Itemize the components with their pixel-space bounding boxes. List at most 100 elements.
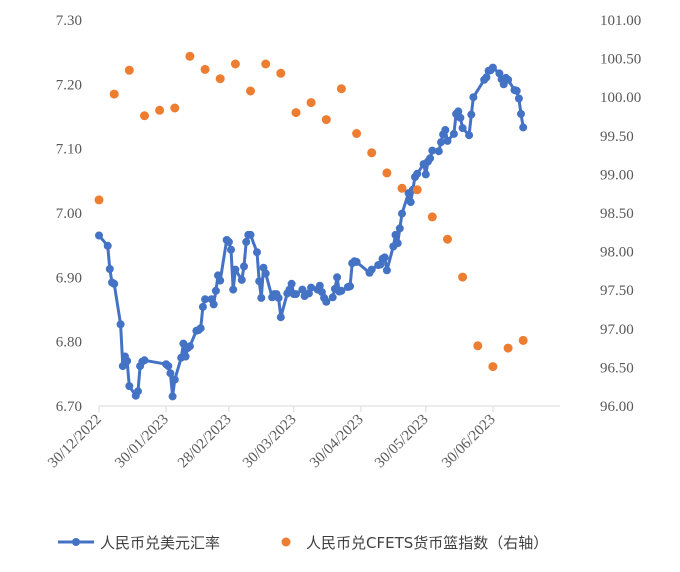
usd-rate-point [253,248,261,257]
x-tick-label: 30/01/2023 [112,412,172,472]
cfets-index-point [200,64,210,74]
y-right-tick-label: 100.00 [600,90,641,106]
usd-rate-point [292,290,300,299]
usd-rate-point [185,342,194,351]
cfets-index-point [382,168,392,178]
x-tick-label: 30/06/2023 [439,412,499,472]
cfets-index-point [246,86,255,96]
usd-rate-point [406,198,415,207]
legend-usd-marker-swatch [72,538,80,546]
x-tick-label: 28/02/2023 [175,412,235,472]
y-left-tick-label: 7.00 [56,206,82,222]
usd-rate-point [164,362,173,371]
usd-rate-point [103,241,112,250]
usd-rate-point [337,286,346,295]
usd-rate-point [382,266,391,275]
cfets-index-point [291,108,301,118]
legend-cfets-label: 人民币兑CFETS货币篮指数（右轴） [306,534,548,552]
usd-rate-point [380,253,389,262]
usd-rate-point [395,224,404,233]
cfets-index-point [261,59,271,69]
usd-rate-point [469,93,478,102]
cfets-index-point [503,343,513,353]
cfets-index-point [336,84,346,94]
usd-rate-point [201,295,210,304]
y-right-tick-label: 101.00 [600,13,641,29]
usd-rate-point [276,313,285,322]
usd-rate-point [391,230,400,239]
usd-rate-point [123,357,132,365]
usd-rate-point [240,262,248,271]
x-tick-label: 30/12/2022 [45,412,105,472]
y-right-tick-label: 98.50 [600,206,634,222]
y-left-tick-label: 7.30 [56,13,82,29]
y-left-tick-label: 6.70 [56,399,82,415]
usd-rate-point [426,154,435,163]
cfets-index-point [427,212,437,222]
y-left-tick-label: 6.80 [56,335,82,351]
cfets-index-point [412,185,422,195]
usd-rate-point [352,257,361,266]
y-right-tick-label: 100.50 [600,52,641,68]
usd-rate-point [346,282,355,291]
legend-usd-label: 人民币兑美元汇率 [100,534,220,552]
usd-rate-point [517,109,525,118]
usd-rate-point [231,265,240,274]
usd-rate-point [519,123,528,132]
usd-rate-point [274,293,283,302]
usd-rate-point [224,237,233,246]
y-right-tick-label: 98.00 [600,245,634,261]
y-right-tick-label: 99.50 [600,129,634,145]
cfets-index-point [94,195,104,205]
usd-rate-point [465,131,474,140]
usd-rate-point [105,265,114,273]
usd-rate-point [246,230,255,239]
usd-rate-point [229,285,238,294]
usd-rate-point [216,276,225,285]
cfets-index-point [230,59,240,69]
usd-rate-point [307,283,316,292]
cfets-index-point [473,341,483,351]
cfets-index-point [321,115,331,125]
usd-rate-point [428,146,437,155]
usd-rate-point [458,124,467,133]
usd-rate-point [166,369,175,378]
cfets-index-series [94,51,528,372]
usd-rate-point [298,285,307,294]
x-tick-label: 30/05/2023 [372,412,432,472]
y-right-tick-label: 96.50 [600,360,634,376]
usd-rate-point [198,302,207,311]
cfets-index-point [276,68,286,78]
cfets-index-point [170,103,180,113]
usd-rate-point [242,237,251,246]
cfets-index-point [140,111,149,121]
y-right-tick-label: 99.00 [600,167,634,183]
usd-rate-point [514,94,523,103]
cfets-index-point [443,234,452,244]
y-left-tick-label: 6.90 [56,270,82,286]
usd-rate-point [261,269,270,278]
cfets-index-point [306,98,316,108]
cfets-index-point [185,51,195,61]
usd-rate-point [125,382,134,391]
usd-rate-point [488,63,497,72]
usd-rate-point [315,281,324,290]
cfets-index-point [215,74,225,84]
usd-rate-point [181,352,190,361]
usd-rate-point [367,265,376,274]
usd-rate-point [328,293,337,302]
usd-rate-point [255,277,264,286]
y-left-tick-label: 7.20 [56,77,82,93]
legend-cfets-marker-swatch [281,537,291,547]
usd-rate-point [467,110,476,119]
usd-rate-point [512,86,521,95]
usd-rate-point [504,75,513,84]
y-left-tick-label: 7.10 [56,142,82,158]
y-right-tick-label: 97.50 [600,283,634,299]
usd-rate-point [322,297,331,306]
cfets-index-point [109,89,119,99]
cfets-index-point [352,129,362,138]
usd-rate-point [434,147,443,156]
usd-rate-point [437,138,445,147]
